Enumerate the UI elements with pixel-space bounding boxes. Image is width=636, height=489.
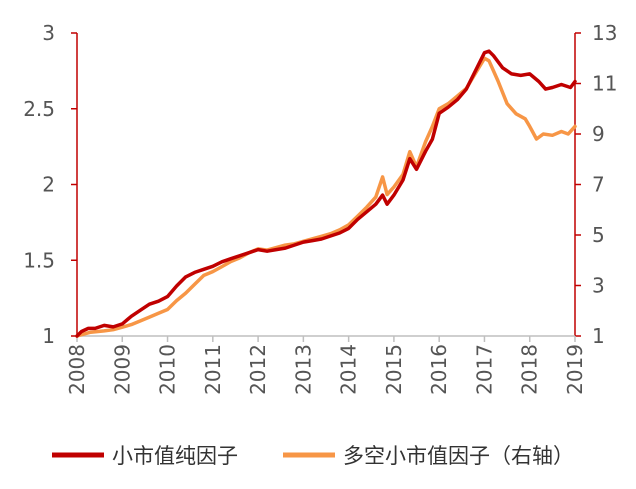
left-y-tick-label: 3: [42, 21, 55, 45]
series-line-long-short-small-cap-factor: [75, 56, 577, 338]
x-tick-label: 2013: [291, 344, 315, 395]
legend-label-long-short-small-cap-factor: 多空小市值因子（右轴）: [343, 444, 574, 468]
x-tick-label: 2016: [427, 344, 451, 395]
series-line-small-cap-pure-factor: [75, 49, 577, 338]
right-y-tick-label: 13: [592, 21, 617, 45]
x-tick-label: 2019: [563, 344, 587, 395]
right-y-tick-label: 1: [592, 324, 605, 348]
x-tick-label: 2017: [472, 344, 496, 395]
right-y-tick-label: 3: [592, 274, 605, 298]
left-y-tick-label: 2: [42, 173, 55, 197]
axes: [71, 32, 581, 342]
x-tick-label: 2014: [337, 344, 361, 395]
x-tick-label: 2012: [246, 344, 270, 395]
series-layer: [75, 49, 577, 338]
left-y-tick-label: 1: [42, 324, 55, 348]
x-tick-label: 2009: [110, 344, 134, 395]
x-tick-label: 2011: [201, 344, 225, 395]
legend: 小市值纯因子 多空小市值因子（右轴）: [52, 444, 574, 468]
right-y-tick-label: 11: [592, 72, 617, 96]
x-tick-label: 2008: [65, 344, 89, 395]
x-tick-label: 2010: [156, 344, 180, 395]
right-y-tick-label: 5: [592, 223, 605, 247]
left-y-tick-label: 2.5: [23, 97, 55, 121]
x-tick-label: 2015: [382, 344, 406, 395]
right-y-tick-label: 7: [592, 173, 605, 197]
legend-label-small-cap-pure-factor: 小市值纯因子: [112, 444, 238, 468]
x-tick-label: 2018: [518, 344, 542, 395]
left-y-tick-label: 1.5: [23, 248, 55, 272]
right-y-tick-label: 9: [592, 122, 605, 146]
